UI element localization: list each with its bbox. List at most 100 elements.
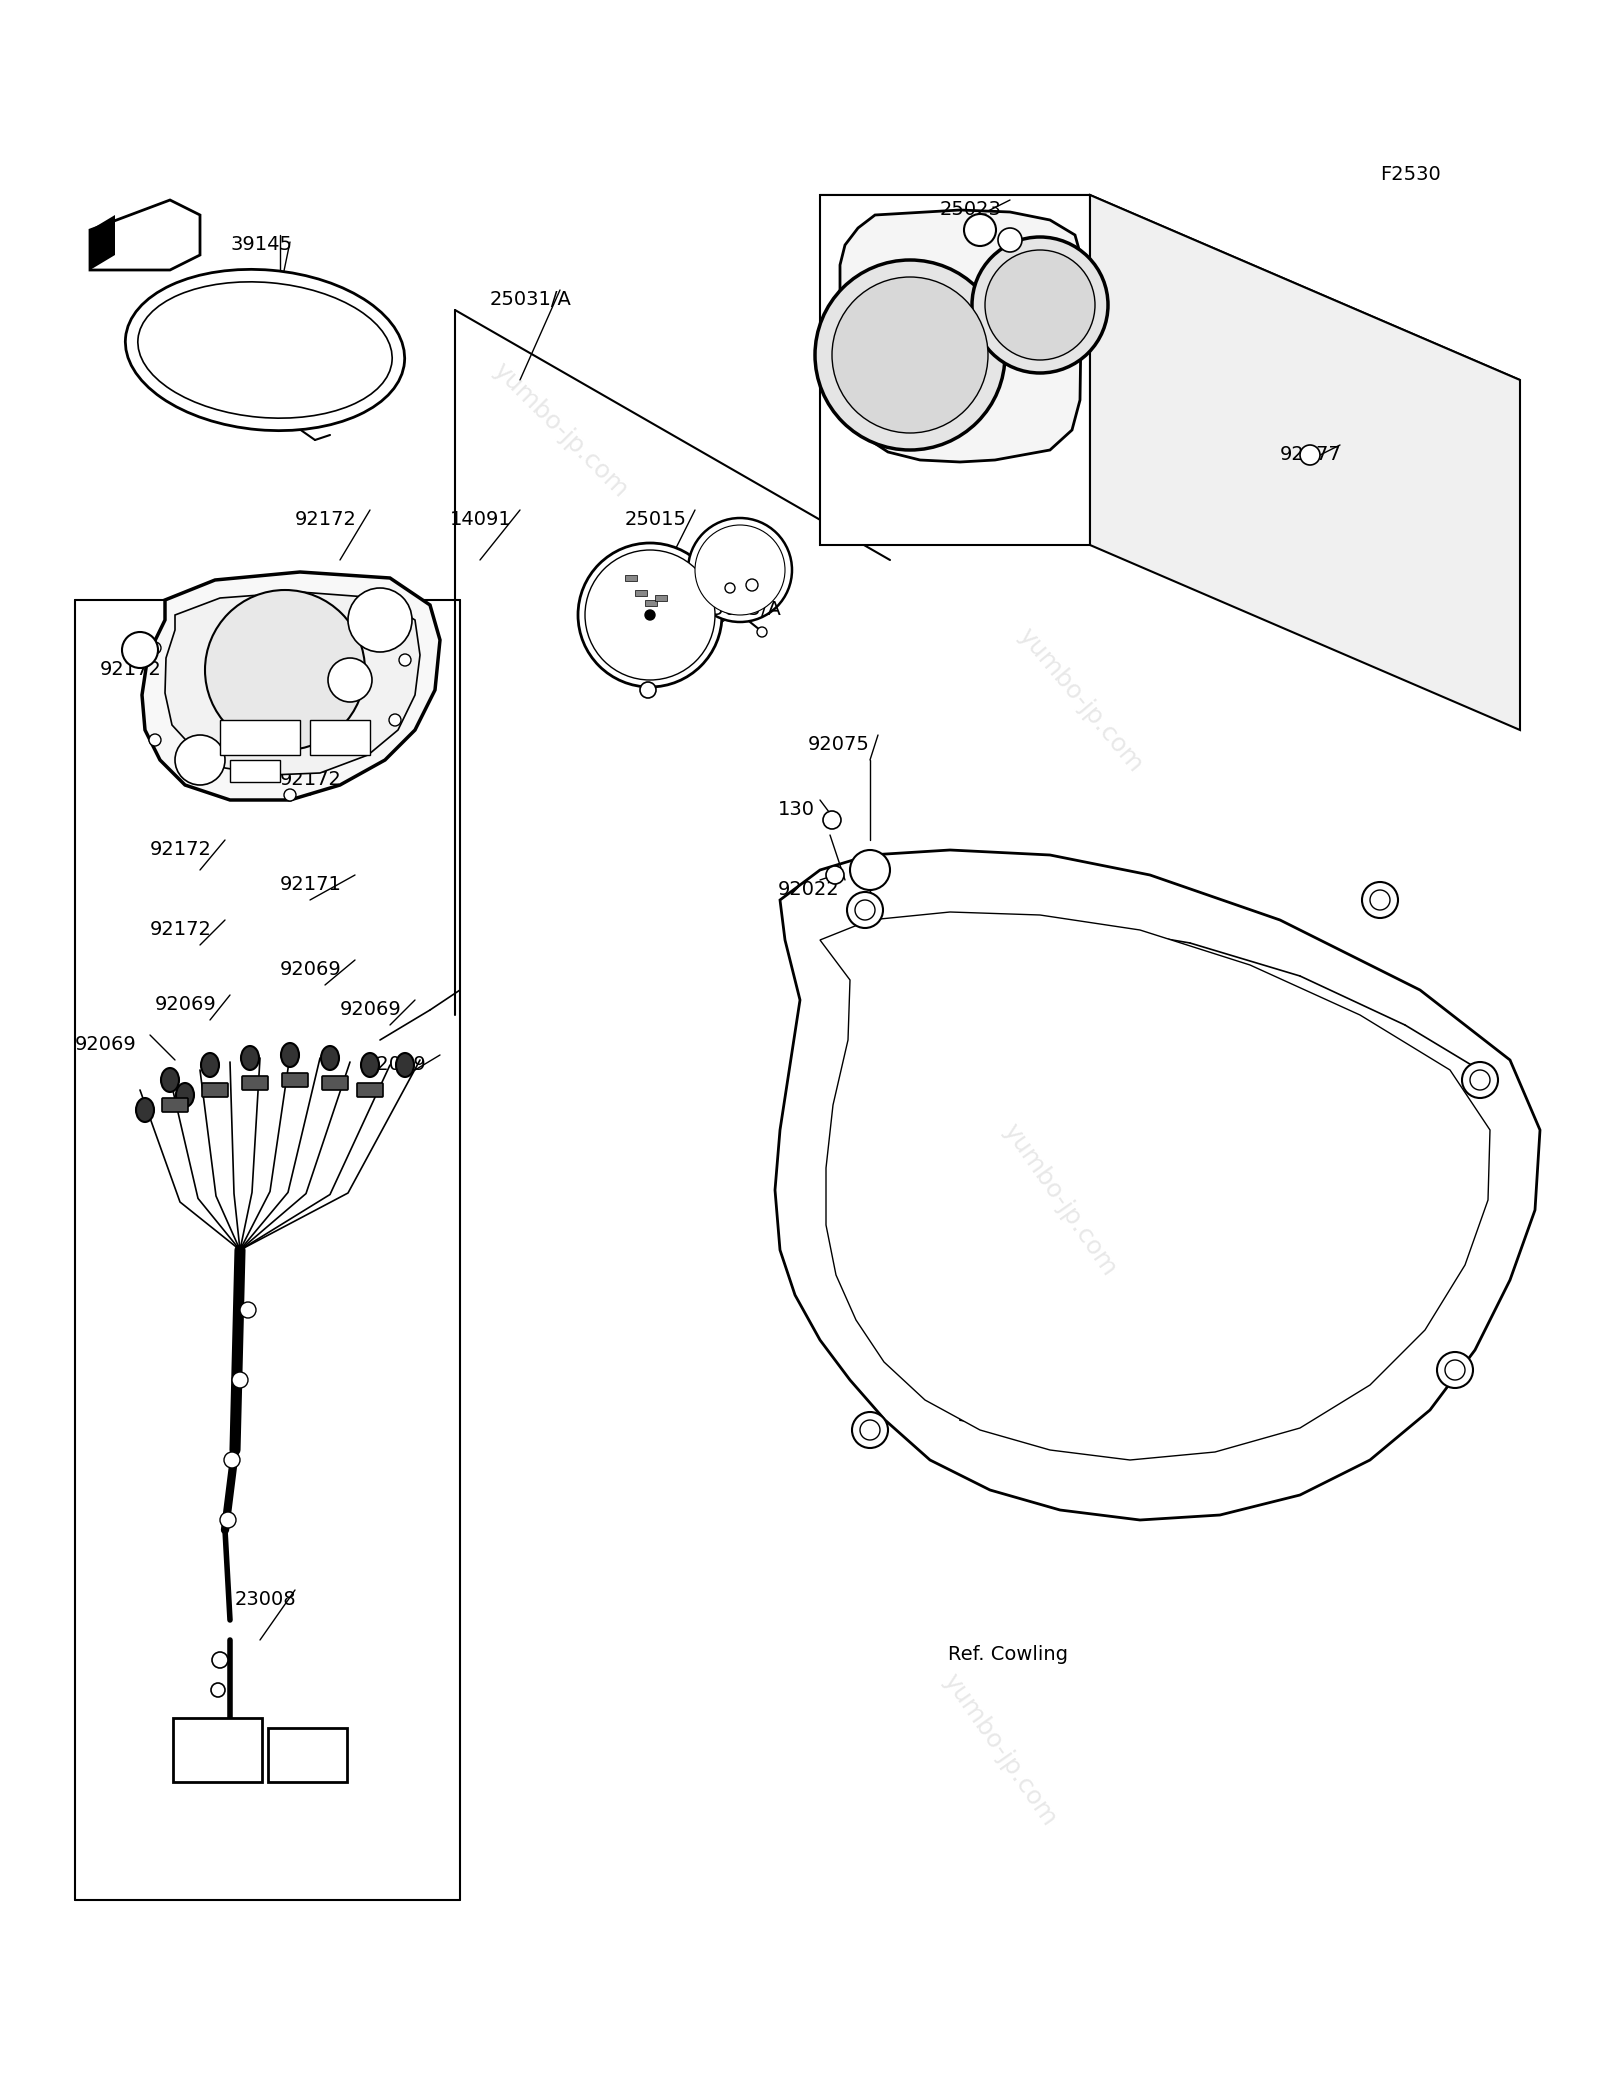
FancyBboxPatch shape xyxy=(221,720,301,755)
Circle shape xyxy=(232,1372,248,1387)
Circle shape xyxy=(814,259,1005,450)
Circle shape xyxy=(746,579,758,592)
FancyBboxPatch shape xyxy=(635,590,646,596)
Circle shape xyxy=(822,812,842,828)
Circle shape xyxy=(149,642,162,655)
Circle shape xyxy=(725,584,734,592)
Text: yumbo-jp.com: yumbo-jp.com xyxy=(939,1669,1061,1830)
FancyBboxPatch shape xyxy=(282,1073,307,1088)
Circle shape xyxy=(211,1682,226,1697)
Text: 92069: 92069 xyxy=(280,960,342,979)
Text: yumbo-jp.com: yumbo-jp.com xyxy=(998,1119,1122,1280)
Text: 92172: 92172 xyxy=(150,920,211,939)
Text: 92022: 92022 xyxy=(778,881,840,900)
FancyBboxPatch shape xyxy=(242,1075,269,1090)
Circle shape xyxy=(174,734,226,784)
Polygon shape xyxy=(774,849,1539,1521)
Text: 92171: 92171 xyxy=(280,874,342,893)
Circle shape xyxy=(1437,1351,1474,1387)
Circle shape xyxy=(205,590,365,751)
Circle shape xyxy=(586,550,715,680)
Text: 92069: 92069 xyxy=(365,1054,427,1073)
Text: 130: 130 xyxy=(778,799,814,818)
Ellipse shape xyxy=(138,282,392,418)
Circle shape xyxy=(694,525,786,615)
Circle shape xyxy=(861,1420,880,1439)
FancyBboxPatch shape xyxy=(162,1098,189,1113)
Text: F2530: F2530 xyxy=(1379,165,1440,184)
Text: yumbo-jp.com: yumbo-jp.com xyxy=(488,358,632,502)
Text: 92172: 92172 xyxy=(99,659,162,680)
Text: 28011: 28011 xyxy=(840,381,902,400)
Circle shape xyxy=(854,900,875,920)
FancyBboxPatch shape xyxy=(626,575,637,582)
Text: FRONT: FRONT xyxy=(120,236,178,251)
Ellipse shape xyxy=(322,1046,339,1069)
Ellipse shape xyxy=(136,1098,154,1121)
Text: 25015: 25015 xyxy=(626,510,686,529)
Circle shape xyxy=(122,632,158,667)
Text: A: A xyxy=(133,640,147,659)
Text: 92172: 92172 xyxy=(280,770,342,789)
Polygon shape xyxy=(840,209,1082,462)
Ellipse shape xyxy=(162,1069,179,1092)
Polygon shape xyxy=(819,195,1090,546)
Polygon shape xyxy=(90,215,115,270)
Ellipse shape xyxy=(125,270,405,431)
FancyBboxPatch shape xyxy=(654,594,667,600)
Text: A: A xyxy=(862,862,877,879)
Circle shape xyxy=(224,1452,240,1469)
Text: 92069: 92069 xyxy=(75,1036,136,1054)
FancyBboxPatch shape xyxy=(202,1084,229,1096)
Text: 92172: 92172 xyxy=(294,510,357,529)
Circle shape xyxy=(1299,446,1320,464)
Circle shape xyxy=(211,1653,229,1667)
Circle shape xyxy=(826,866,845,885)
Polygon shape xyxy=(819,912,1490,1460)
Text: 92069: 92069 xyxy=(339,1000,402,1019)
Text: 39145: 39145 xyxy=(230,234,291,253)
Circle shape xyxy=(1362,883,1398,918)
FancyBboxPatch shape xyxy=(357,1084,382,1096)
Circle shape xyxy=(846,891,883,929)
Text: 25005/A: 25005/A xyxy=(701,600,782,619)
Circle shape xyxy=(1445,1360,1466,1381)
Text: Ref. Cowling: Ref. Cowling xyxy=(947,1644,1069,1663)
Ellipse shape xyxy=(202,1052,219,1077)
Ellipse shape xyxy=(397,1052,414,1077)
Text: 14091: 14091 xyxy=(450,510,512,529)
Polygon shape xyxy=(165,592,419,774)
Circle shape xyxy=(1462,1063,1498,1098)
Circle shape xyxy=(851,1412,888,1448)
Ellipse shape xyxy=(242,1046,259,1069)
Circle shape xyxy=(398,655,411,665)
Text: 92172: 92172 xyxy=(150,841,211,860)
Ellipse shape xyxy=(282,1044,299,1067)
Circle shape xyxy=(1470,1069,1490,1090)
Ellipse shape xyxy=(362,1052,379,1077)
Polygon shape xyxy=(1090,195,1520,730)
FancyBboxPatch shape xyxy=(173,1718,262,1782)
Circle shape xyxy=(389,713,402,726)
Circle shape xyxy=(640,682,656,699)
Circle shape xyxy=(688,519,792,621)
Text: yumbo-jp.com: yumbo-jp.com xyxy=(1013,623,1147,776)
FancyBboxPatch shape xyxy=(645,600,658,607)
Text: 92069: 92069 xyxy=(155,996,216,1015)
Text: 25023: 25023 xyxy=(941,201,1002,220)
Circle shape xyxy=(986,251,1094,360)
Circle shape xyxy=(850,849,890,889)
Polygon shape xyxy=(142,571,440,799)
Circle shape xyxy=(973,236,1107,372)
Circle shape xyxy=(285,789,296,801)
Circle shape xyxy=(998,228,1022,251)
Circle shape xyxy=(328,659,371,703)
FancyBboxPatch shape xyxy=(322,1075,349,1090)
Circle shape xyxy=(149,734,162,747)
Circle shape xyxy=(645,611,654,619)
Circle shape xyxy=(832,276,989,433)
Polygon shape xyxy=(90,201,200,270)
Text: 23008: 23008 xyxy=(235,1590,296,1609)
Circle shape xyxy=(349,588,413,653)
Circle shape xyxy=(1370,889,1390,910)
